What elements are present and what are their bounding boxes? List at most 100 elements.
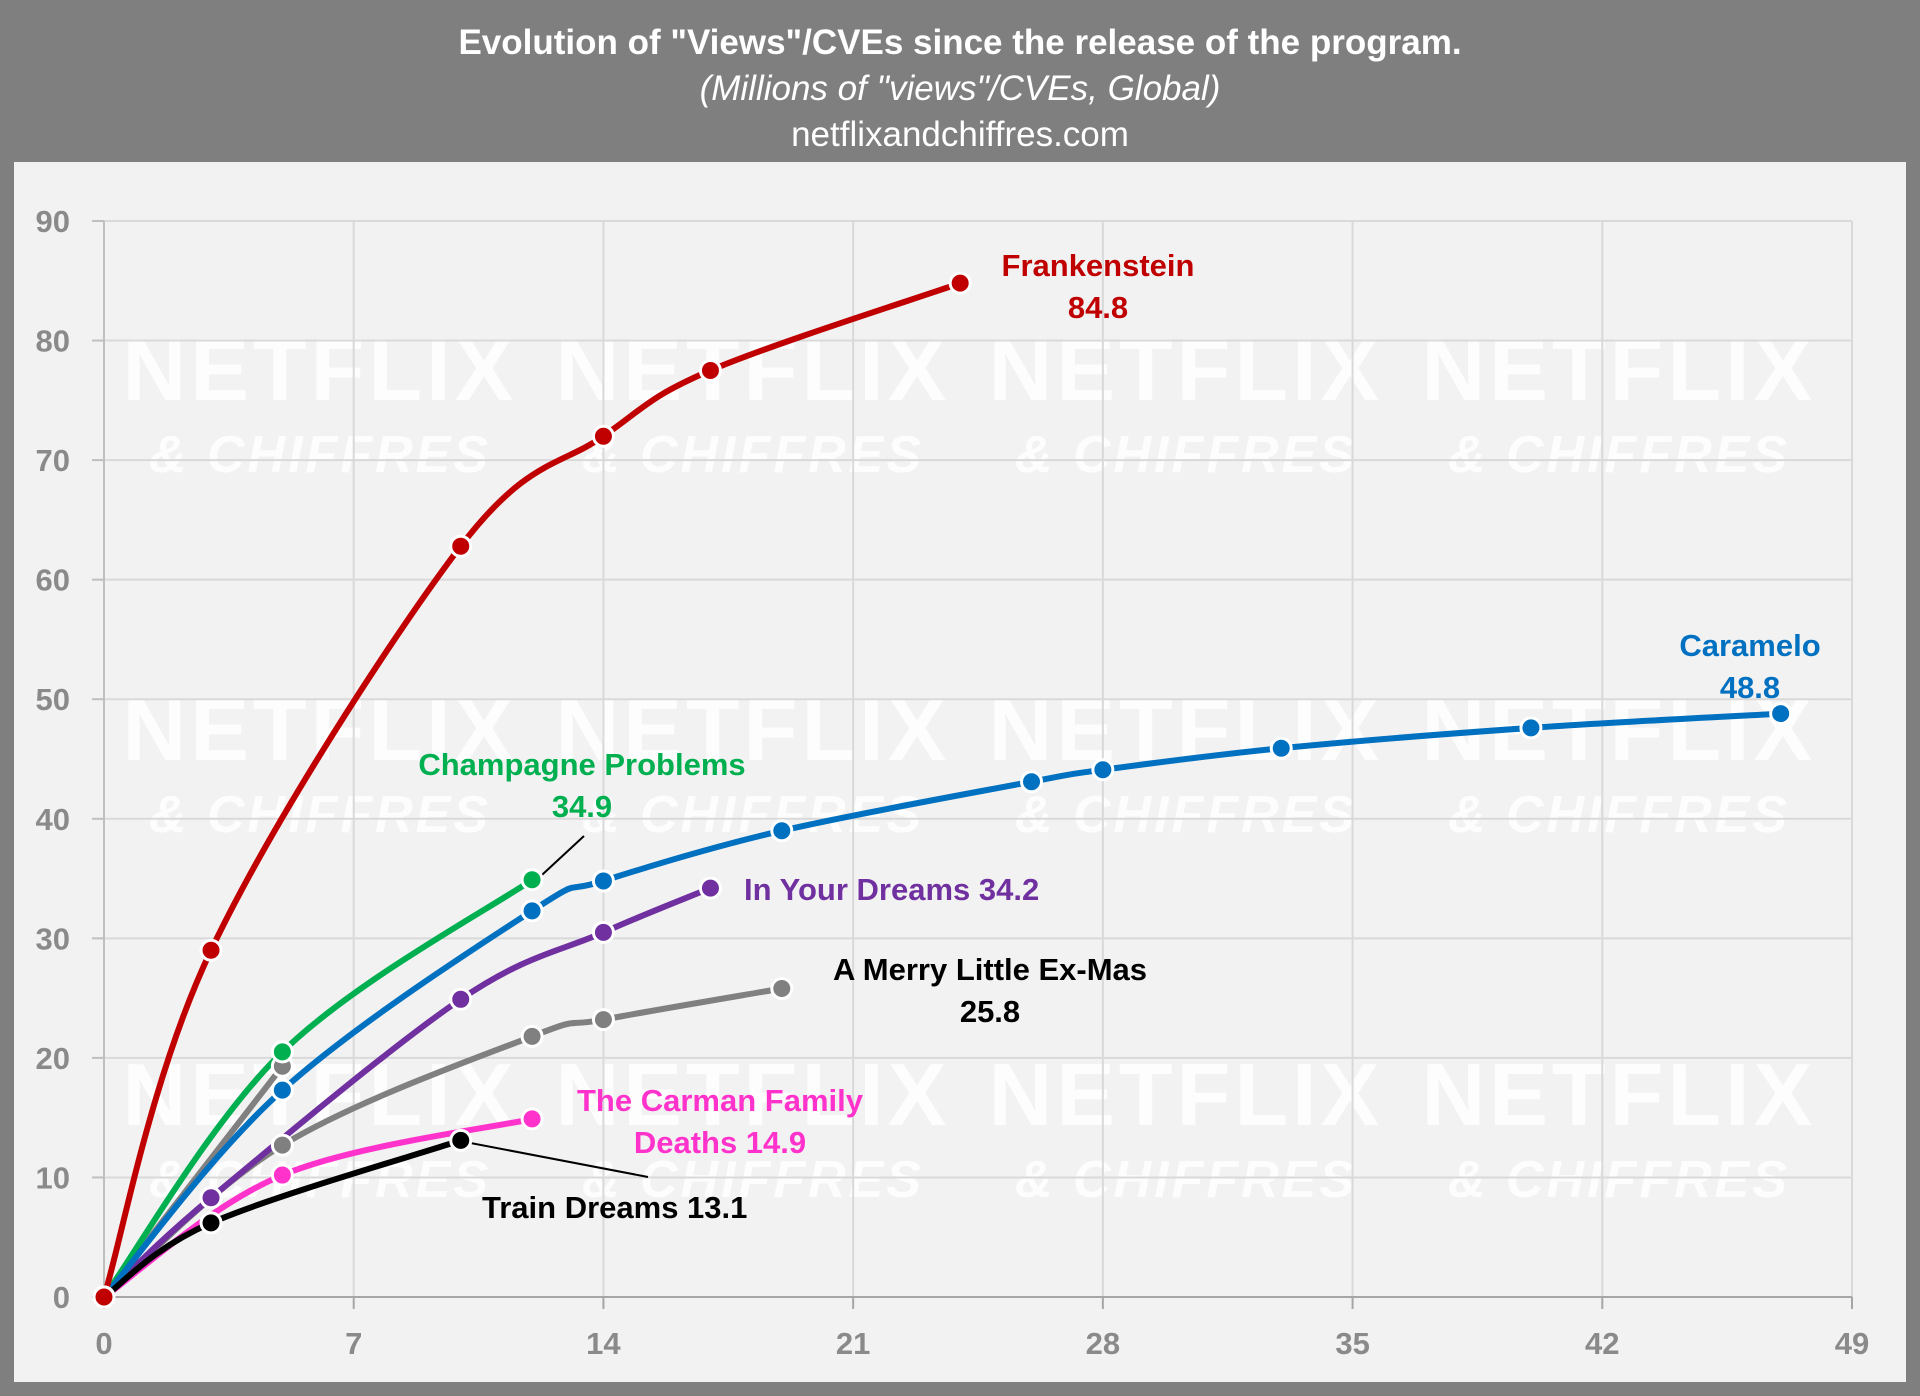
chart-subtitle: (Millions of "views"/CVEs, Global) — [700, 69, 1221, 108]
x-tick-label: 42 — [1585, 1326, 1619, 1361]
watermark: NETFLIX& CHIFFRES — [123, 1045, 514, 1209]
data-point-train-dreams — [449, 1128, 473, 1152]
data-point-caramelo — [1519, 716, 1543, 740]
x-tick-label: 0 — [95, 1326, 112, 1361]
data-point-frankenstein — [948, 271, 972, 295]
watermark-line1: NETFLIX — [989, 680, 1384, 779]
watermark-line2: & CHIFFRES — [1015, 426, 1357, 484]
y-tick-label: 80 — [36, 324, 70, 359]
x-tick-label: 14 — [586, 1326, 621, 1361]
data-point-caramelo — [770, 819, 794, 843]
watermark: NETFLIX & CHIFFRES — [556, 320, 951, 484]
data-point-a-merry-little-ex-mas — [520, 1024, 544, 1048]
series-label-train-dreams: Train Dreams 13.1 — [482, 1190, 747, 1225]
watermark-line1: NETFLIX — [556, 680, 951, 779]
data-point-a-merry-little-ex-mas — [270, 1133, 294, 1157]
watermark-line1: NETFLIX — [556, 320, 951, 419]
y-tick-label: 60 — [36, 563, 70, 598]
watermark-line2: & CHIFFRES — [1015, 1151, 1357, 1209]
watermark: NETFLIX& CHIFFRES — [1422, 680, 1813, 844]
watermark-line1: NETFLIX — [989, 1045, 1384, 1144]
watermark-line2: & CHIFFRES — [149, 786, 491, 844]
chart-source: netflixandchiffres.com — [791, 115, 1129, 154]
data-point-caramelo — [1769, 702, 1793, 726]
data-point-champagne-problems — [270, 1040, 294, 1064]
series-line-train-dreams — [101, 1137, 464, 1300]
watermark: NETFLIX & CHIFFRES — [123, 320, 518, 484]
data-point-a-merry-little-ex-mas — [770, 977, 794, 1001]
watermark: NETFLIX & CHIFFRES — [989, 320, 1384, 484]
watermark-line1: NETFLIX — [989, 320, 1384, 419]
data-point-in-your-dreams — [199, 1186, 223, 1210]
watermark: NETFLIX& CHIFFRES — [556, 680, 951, 844]
series-lines — [101, 280, 1784, 1300]
watermark: NETFLIX & CHIFFRES — [1422, 320, 1817, 484]
watermark: NETFLIX & CHIFFRES — [556, 1045, 951, 1209]
watermark-line2: & CHIFFRES — [149, 426, 491, 484]
watermark-line1: NETFLIX — [1422, 320, 1817, 419]
series-value-a-merry-little-ex-mas: 25.8 — [960, 994, 1020, 1029]
series-label-a-merry-little-ex-mas: A Merry Little Ex-Mas — [833, 952, 1147, 987]
data-point-caramelo — [1269, 736, 1293, 760]
x-tick-label: 7 — [345, 1326, 362, 1361]
data-point-the-carman-family-deaths — [270, 1163, 294, 1187]
grid-layer — [104, 220, 1853, 1297]
data-point-frankenstein — [92, 1285, 116, 1309]
watermark-layer: NETFLIX & CHIFFRES NETFLIX & CHIFFRES NETFLI… — [123, 320, 1817, 1209]
series-line-in-your-dreams — [101, 885, 714, 1300]
watermark-line2: & CHIFFRES — [1015, 786, 1357, 844]
data-point-caramelo — [591, 869, 615, 893]
leader-line-train-dreams — [459, 1140, 649, 1178]
y-tick-label: 0 — [53, 1280, 70, 1315]
data-point-frankenstein — [698, 358, 722, 382]
data-point-champagne-problems — [520, 868, 544, 892]
series-value-frankenstein: 84.8 — [1068, 290, 1128, 325]
series-line-frankenstein — [101, 280, 964, 1300]
data-point-the-carman-family-deaths — [520, 1107, 544, 1131]
x-tick-label: 35 — [1335, 1326, 1369, 1361]
data-point-frankenstein — [199, 938, 223, 962]
watermark-line2: & CHIFFRES — [582, 1151, 924, 1209]
series-value-champagne-problems: 34.9 — [552, 789, 612, 824]
watermark: NETFLIX& CHIFFRES — [123, 680, 514, 844]
data-point-frankenstein — [449, 534, 473, 558]
watermark-line2: & CHIFFRES — [582, 426, 924, 484]
axes-layer: 0 10 20 30 40 50 60 70 80 90 0 7 14 21 28 35 42 49 — [36, 204, 1870, 1361]
watermark-line1: NETFLIX — [123, 320, 518, 419]
series-label-in-your-dreams: In Your Dreams 34.2 — [744, 872, 1039, 907]
watermark-line2: & CHIFFRES — [1448, 1151, 1790, 1209]
x-tick-label: 21 — [836, 1326, 870, 1361]
data-point-in-your-dreams — [591, 920, 615, 944]
data-point-in-your-dreams — [698, 876, 722, 900]
y-tick-label: 10 — [36, 1160, 70, 1195]
data-point-caramelo — [520, 899, 544, 923]
data-point-train-dreams — [199, 1211, 223, 1235]
series-label-caramelo: Caramelo — [1679, 628, 1820, 663]
watermark-line1: NETFLIX — [556, 1045, 951, 1144]
chart-title: Evolution of "Views"/CVEs since the rele… — [458, 23, 1461, 62]
data-point-caramelo — [1091, 758, 1115, 782]
y-tick-label: 50 — [36, 682, 70, 717]
series-label-the-carman-family-deaths: The Carman Family — [577, 1083, 864, 1118]
watermark-line2: & CHIFFRES — [1448, 426, 1790, 484]
y-tick-label: 20 — [36, 1041, 70, 1076]
series-label-frankenstein: Frankenstein — [1002, 248, 1195, 283]
series-line-caramelo — [101, 710, 1784, 1300]
series-labels: Frankenstein 84.8 Caramelo 48.8 Champagne Pr… — [418, 248, 1820, 1225]
y-tick-label: 30 — [36, 921, 70, 956]
data-point-in-your-dreams — [449, 987, 473, 1011]
watermark-line1: NETFLIX — [1422, 1045, 1817, 1144]
series-value-caramelo: 48.8 — [1720, 670, 1780, 705]
series-value-the-carman-family-deaths: Deaths 14.9 — [634, 1125, 806, 1160]
y-tick-label: 90 — [36, 204, 70, 239]
series-points — [92, 271, 1793, 1309]
x-tick-label: 28 — [1086, 1326, 1120, 1361]
watermark-line2: & CHIFFRES — [1448, 786, 1790, 844]
x-tick-label: 49 — [1835, 1326, 1869, 1361]
watermark: NETFLIX & CHIFFRES — [989, 680, 1384, 844]
watermark: NETFLIX & CHIFFRES — [989, 1045, 1384, 1209]
y-tick-label: 40 — [36, 802, 70, 837]
series-label-champagne-problems: Champagne Problems — [418, 747, 745, 782]
watermark: NETFLIX & CHIFFRES — [1422, 1045, 1817, 1209]
